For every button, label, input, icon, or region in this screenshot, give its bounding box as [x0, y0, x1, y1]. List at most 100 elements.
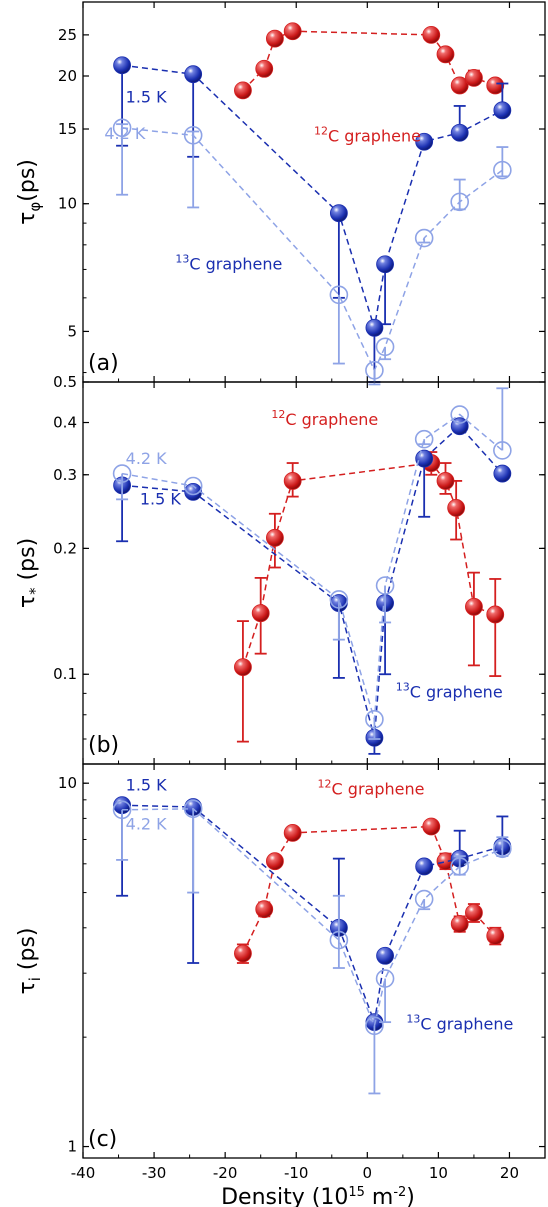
data-point: [450, 76, 469, 95]
data-point: [414, 228, 434, 248]
data-point: [414, 429, 434, 449]
y-axis-title-sub: i: [26, 977, 44, 981]
series-k42: [112, 387, 512, 740]
data-point: [375, 576, 395, 595]
annotation-sup: 12: [318, 778, 332, 791]
y-tick-label: 10: [58, 195, 77, 213]
x-axis: -40 -30 -20 -10 0 10 20 Density (1015 m-2): [71, 1164, 519, 1207]
annotation-t15: 1.5 K: [126, 775, 168, 794]
data-point: [112, 800, 132, 820]
data-point: [486, 605, 505, 624]
y-tick-label: 10: [58, 774, 77, 792]
data-point: [450, 857, 470, 876]
data-point: [450, 192, 470, 212]
y-tick-label: 25: [58, 26, 77, 44]
x-axis-title-part: m: [365, 1185, 393, 1207]
series-c12: [234, 817, 505, 964]
series-line: [122, 127, 503, 373]
annotation-text: C graphene: [189, 254, 282, 273]
panel-frame: [82, 763, 546, 1159]
data-point: [376, 946, 394, 965]
data-point: [415, 449, 434, 468]
annotation-c12: 12C graphene: [314, 125, 421, 146]
annotation-text: C graphene: [285, 410, 378, 429]
annotation-text: C graphene: [410, 682, 503, 701]
panel-label: (b): [88, 733, 119, 758]
series-line: [122, 425, 503, 738]
series-k15: [113, 56, 512, 383]
annotation-sup: 13: [175, 252, 189, 265]
annotation-text: 1.5 K: [126, 775, 168, 794]
x-axis-title-exp: 15: [348, 1185, 365, 1200]
series-line: [242, 825, 496, 954]
annotation-text: 4.2 K: [126, 449, 168, 468]
annotation-text: 4.2 K: [104, 124, 146, 143]
data-point: [266, 29, 284, 48]
data-point: [486, 76, 505, 95]
data-point: [329, 285, 349, 305]
data-point: [255, 59, 274, 78]
annotation-c13: 13C graphene: [406, 1012, 513, 1033]
data-point: [436, 472, 455, 490]
x-tick-label: -10: [284, 1164, 309, 1182]
data-point: [183, 476, 203, 496]
series-line: [242, 462, 496, 668]
annotation-c12: 12C graphene: [271, 408, 378, 429]
series-line: [122, 808, 503, 1029]
data-point: [415, 857, 434, 876]
data-point: [493, 464, 512, 483]
panel-frame: [82, 1, 546, 383]
y-tick-label: 20: [58, 67, 77, 85]
y-axis-title-unit: (ps): [15, 159, 40, 202]
y-axis-title: τ* (ps): [15, 538, 44, 608]
data-point: [493, 839, 512, 859]
x-tick-label: 0: [363, 1164, 373, 1182]
data-point: [184, 65, 203, 84]
series-k15: [113, 417, 512, 755]
series-k42: [112, 799, 512, 1095]
y-tick-label: 5: [67, 322, 77, 340]
series-c12: [234, 451, 505, 743]
y-tick-label: 0.3: [53, 466, 77, 484]
y-axis-title-sub: φ: [26, 202, 44, 212]
annotation-sup: 12: [314, 125, 328, 138]
y-axis-title-sub: *: [26, 587, 44, 595]
data-point: [329, 930, 349, 950]
panel-label: (c): [88, 1127, 117, 1152]
x-axis-title: Density (1015 m-2): [221, 1185, 415, 1207]
data-point: [112, 464, 132, 483]
x-axis-title-exp: -2: [393, 1185, 406, 1200]
annotation-t15: 1.5 K: [140, 489, 182, 508]
data-point: [493, 441, 512, 460]
data-point: [376, 255, 394, 274]
series-line: [122, 64, 503, 329]
y-axis-title: τi (ps): [15, 927, 44, 994]
data-point: [422, 25, 441, 44]
data-point: [365, 360, 384, 380]
data-point: [329, 590, 349, 609]
data-point: [283, 823, 302, 842]
data-point: [251, 604, 270, 623]
data-point: [450, 405, 470, 424]
data-point: [283, 472, 302, 490]
y-axis-title: τφ(ps): [15, 159, 44, 225]
x-tick-label: 10: [429, 1164, 448, 1182]
annotation-c13: 13C graphene: [396, 680, 503, 701]
data-point: [447, 498, 466, 517]
annotation-sup: 13: [406, 1012, 420, 1025]
data-point: [465, 903, 483, 922]
y-axis-title-main: τ: [15, 212, 40, 225]
annotation-text: 1.5 K: [126, 88, 168, 107]
annotation-t42: 4.2 K: [126, 815, 168, 834]
annotation-text: 1.5 K: [140, 489, 182, 508]
data-point: [375, 969, 395, 988]
data-point: [436, 45, 455, 64]
annotation-t42: 4.2 K: [104, 124, 146, 143]
data-point: [422, 817, 441, 836]
data-point: [450, 914, 469, 933]
